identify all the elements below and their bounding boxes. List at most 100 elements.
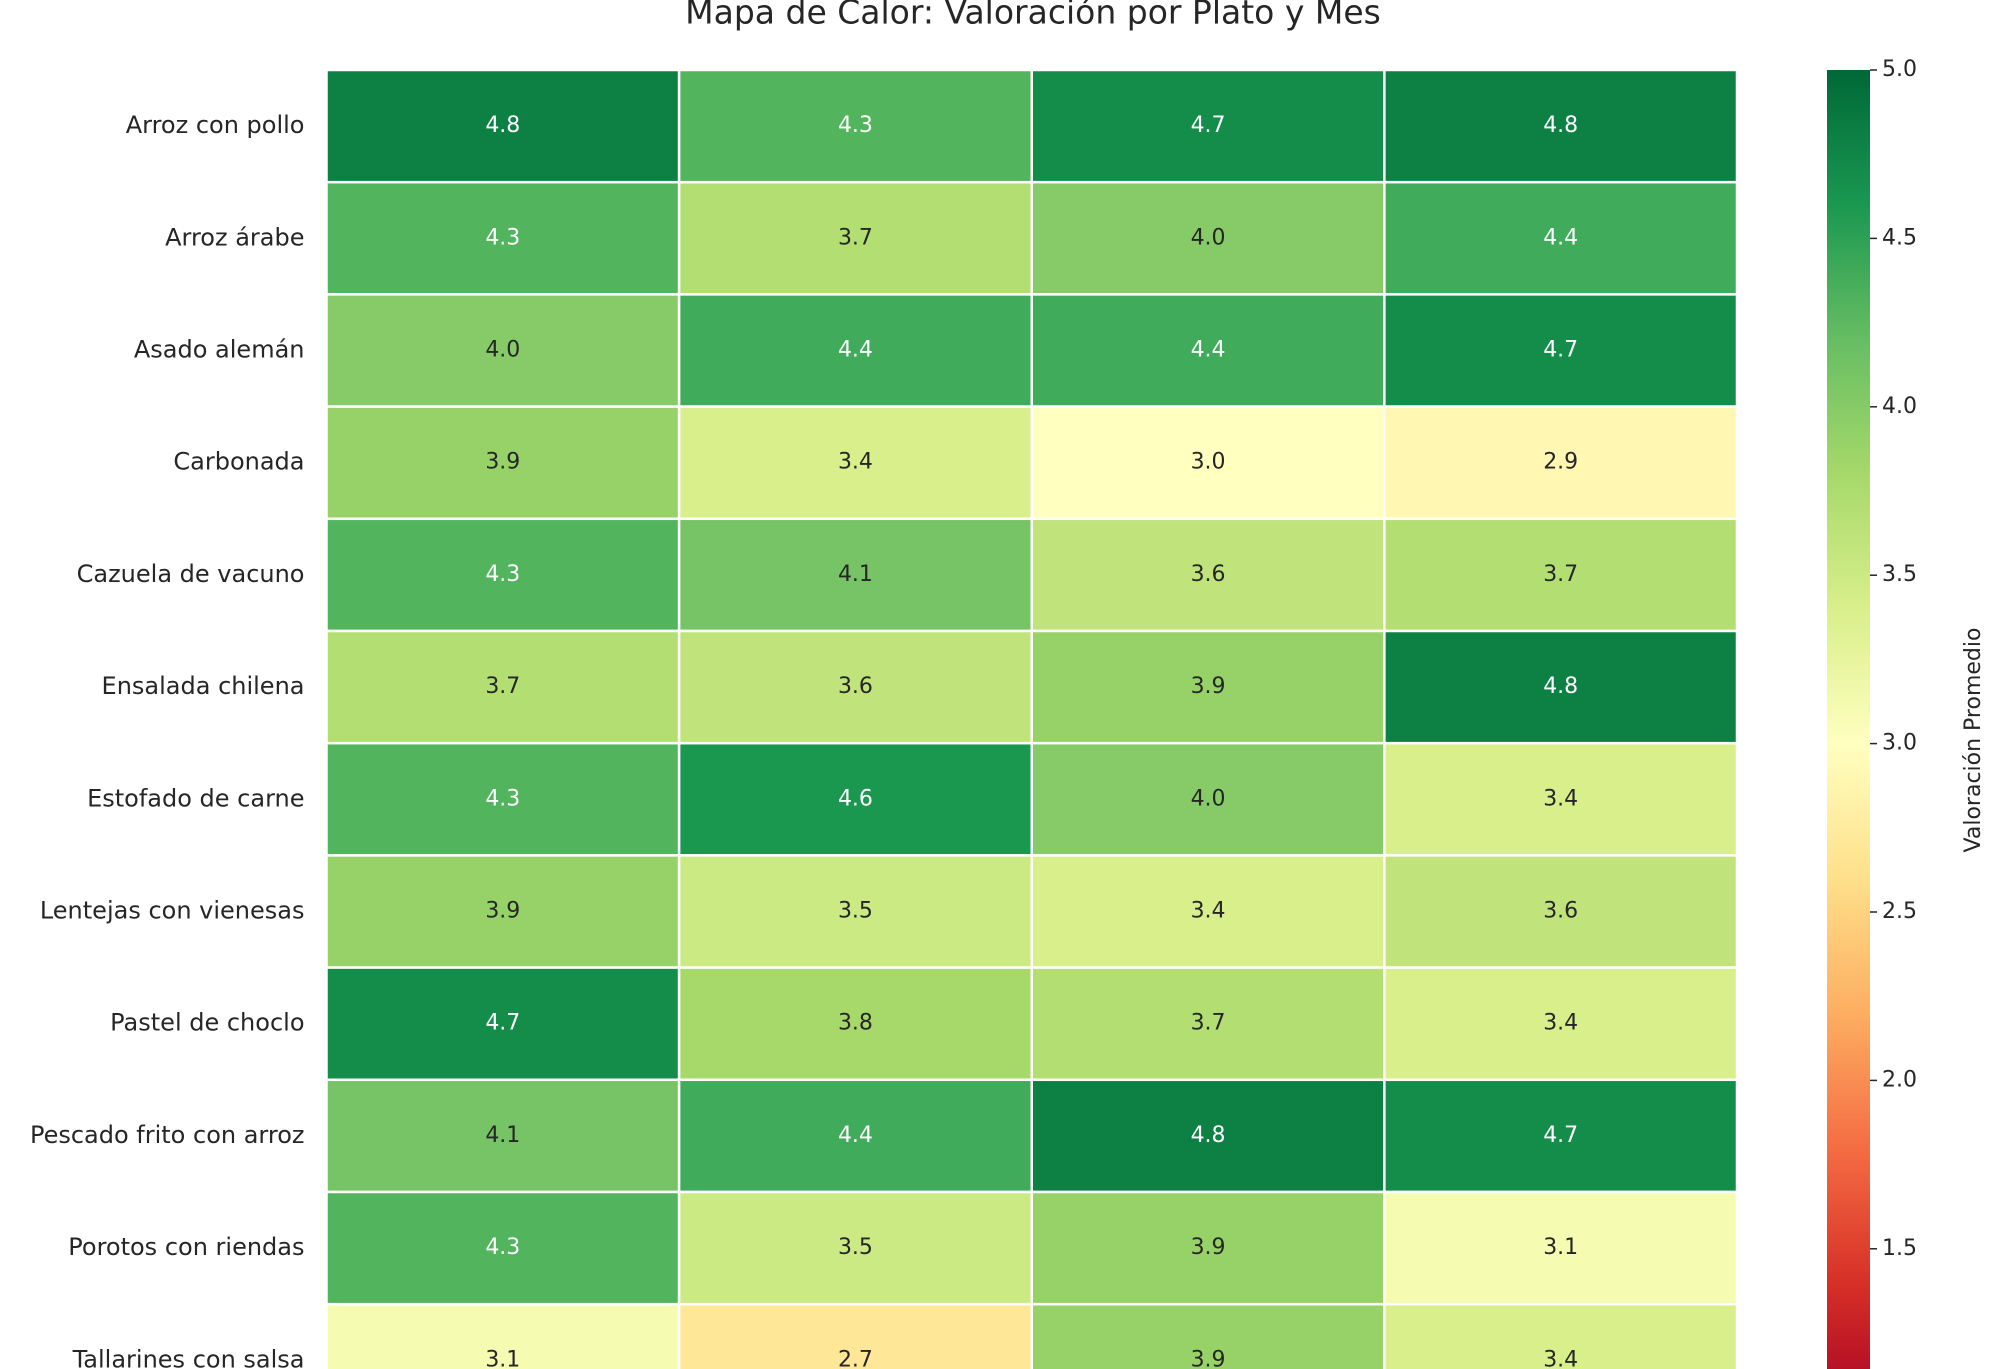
cell-label: 3.1 — [485, 1347, 520, 1369]
cell-label: 4.4 — [1191, 338, 1226, 363]
cell-label: 3.4 — [1543, 786, 1578, 811]
cell-label: 4.4 — [838, 338, 873, 363]
cell-label: 4.7 — [1191, 113, 1226, 138]
colorbar-tick-label: 2.5 — [1882, 899, 1917, 924]
cell — [677, 1190, 1033, 1306]
cell — [1030, 854, 1386, 969]
cell-label: 4.8 — [1191, 1123, 1226, 1148]
cell — [325, 741, 681, 857]
row-label: Arroz árabe — [165, 223, 304, 251]
cell-label: 2.9 — [1543, 450, 1578, 475]
colorbar — [1827, 70, 1870, 1369]
cell-label: 3.5 — [838, 1235, 873, 1260]
row-label: Pastel de choclo — [110, 1009, 304, 1037]
cell-label: 2.7 — [838, 1347, 873, 1369]
cell-label: 4.3 — [838, 113, 873, 138]
cell — [677, 405, 1033, 521]
cell — [1383, 517, 1739, 633]
cell-label: 3.6 — [1543, 899, 1578, 924]
cell-label: 3.7 — [1191, 1011, 1226, 1036]
cell-label: 4.3 — [485, 786, 520, 811]
cell-label: 3.4 — [1543, 1347, 1578, 1369]
cell — [1030, 68, 1386, 184]
cell — [325, 68, 681, 184]
colorbar-tick-label: 5.0 — [1882, 57, 1917, 82]
cell-label: 4.1 — [838, 562, 873, 587]
row-label: Cazuela de vacuno — [77, 560, 305, 588]
cell — [1383, 180, 1739, 296]
row-label: Ensalada chilena — [102, 672, 305, 700]
cell — [1030, 1302, 1386, 1369]
cell — [325, 517, 681, 633]
cell — [677, 1078, 1033, 1194]
cell-label: 4.8 — [1543, 674, 1578, 699]
cell-label: 4.4 — [1543, 225, 1578, 250]
cell-label: 4.3 — [485, 1235, 520, 1260]
cell-label: 4.8 — [485, 113, 520, 138]
cell-label: 4.7 — [1543, 1123, 1578, 1148]
colorbar-tick-label: 4.5 — [1882, 225, 1917, 250]
cell — [325, 1302, 681, 1369]
row-label: Carbonada — [173, 448, 304, 476]
chart-title: Mapa de Calor: Valoración por Plato y Me… — [685, 0, 1381, 32]
cell-label: 3.4 — [838, 450, 873, 475]
cell-label: 3.9 — [485, 899, 520, 924]
cell-label: 3.4 — [1543, 1011, 1578, 1036]
cell — [1383, 966, 1739, 1082]
cell-label: 3.7 — [1543, 562, 1578, 587]
cell — [1030, 517, 1386, 633]
cell — [1383, 293, 1739, 408]
cell-label: 4.0 — [485, 338, 520, 363]
cell — [325, 854, 681, 969]
cell-label: 3.5 — [838, 899, 873, 924]
cell — [1030, 629, 1386, 745]
cell-label: 4.0 — [1191, 786, 1226, 811]
row-label: Porotos con riendas — [68, 1233, 304, 1261]
cell-label: 3.9 — [1191, 1347, 1226, 1369]
row-label: Estofado de carne — [87, 784, 304, 812]
cell-label: 4.3 — [485, 225, 520, 250]
cell-label: 4.7 — [1543, 338, 1578, 363]
cell — [1383, 629, 1739, 745]
cell-label: 4.3 — [485, 562, 520, 587]
cell-label: 3.1 — [1543, 1235, 1578, 1260]
cell — [1030, 741, 1386, 857]
cell-label: 3.6 — [1191, 562, 1226, 587]
cell-label: 3.9 — [485, 450, 520, 475]
cell — [677, 68, 1033, 184]
row-label: Lentejas con vienesas — [40, 897, 305, 925]
cell — [677, 180, 1033, 296]
cell-label: 4.1 — [485, 1123, 520, 1148]
cell-label: 4.8 — [1543, 113, 1578, 138]
cell — [677, 1302, 1033, 1369]
cell — [1383, 405, 1739, 521]
row-label: Arroz con pollo — [126, 111, 305, 139]
cell — [1383, 1078, 1739, 1194]
cell — [325, 629, 681, 745]
cell-label: 3.7 — [485, 674, 520, 699]
colorbar-tick-label: 1.5 — [1882, 1236, 1917, 1261]
cell — [1383, 68, 1739, 184]
row-label: Tallarines con salsa — [72, 1345, 305, 1369]
cell-label: 3.0 — [1191, 450, 1226, 475]
colorbar-tick-label: 2.0 — [1882, 1067, 1917, 1092]
cell — [325, 1078, 681, 1194]
cell-label: 4.4 — [838, 1123, 873, 1148]
colorbar-tick-label: 3.0 — [1882, 731, 1917, 756]
cell-label: 3.8 — [838, 1011, 873, 1036]
row-label: Asado alemán — [134, 336, 305, 364]
cell — [1030, 1078, 1386, 1194]
cell-label: 3.6 — [838, 674, 873, 699]
cell — [1030, 1190, 1386, 1306]
cell-label: 4.6 — [838, 786, 873, 811]
cell-label: 3.9 — [1191, 1235, 1226, 1260]
cell — [1383, 1302, 1739, 1369]
cell — [677, 629, 1033, 745]
colorbar-tick-label: 3.5 — [1882, 562, 1917, 587]
colorbar-tick-label: 4.0 — [1882, 394, 1917, 419]
cell — [677, 517, 1033, 633]
colorbar-label: Valoración Promedio — [1961, 628, 1986, 853]
cell-label: 4.7 — [485, 1011, 520, 1036]
